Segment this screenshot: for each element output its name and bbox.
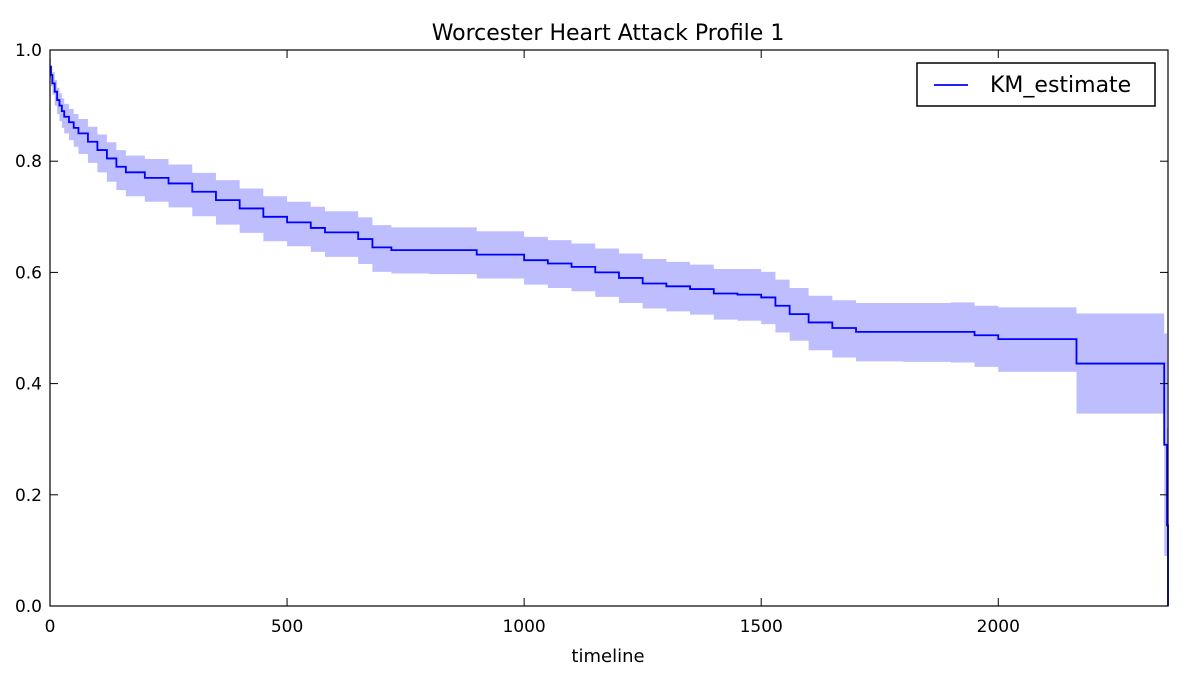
y-axis-ticks: 0.0 0.2 0.4 0.6 0.8 1.0 [15,41,1168,617]
x-tick-label: 2000 [977,617,1020,637]
y-tick-label: 0.8 [15,152,42,172]
series-line-layer [50,65,1169,606]
y-tick-label: 0.4 [15,375,42,395]
confidence-band-layer [50,58,1168,606]
x-tick-label: 500 [271,617,303,637]
x-axis-ticks: 0 500 1000 1500 2000 [45,50,1020,637]
y-tick-label: 0.0 [15,597,42,617]
x-tick-label: 1500 [740,617,783,637]
x-tick-label: 0 [45,617,56,637]
legend-label: KM_estimate [990,73,1131,98]
y-tick-label: 1.0 [15,41,42,61]
y-tick-label: 0.2 [15,486,42,506]
series-line-km-estimate [50,65,1169,606]
plot-area-frame [49,49,1169,607]
y-tick-label: 0.6 [15,263,42,283]
legend: KM_estimate [916,62,1156,107]
x-tick-label: 1000 [502,617,545,637]
chart-title: Worcester Heart Attack Profile 1 [432,21,785,46]
confidence-band [50,58,1168,606]
x-axis-label: timeline [571,646,644,667]
